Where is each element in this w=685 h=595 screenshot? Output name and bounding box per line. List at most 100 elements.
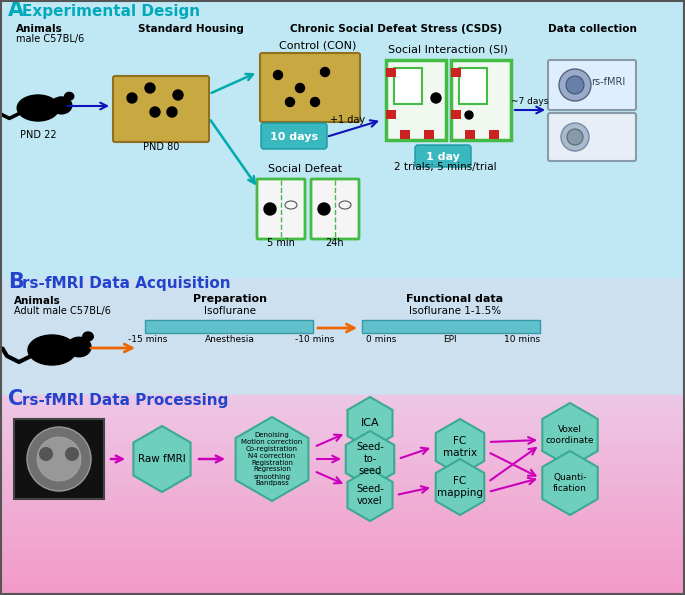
Bar (145, 320, 313, 333)
Circle shape (167, 107, 177, 117)
Bar (386, 68, 396, 77)
Polygon shape (543, 451, 598, 515)
Circle shape (286, 98, 295, 107)
Ellipse shape (67, 337, 91, 357)
Text: Animals: Animals (14, 296, 61, 306)
Text: Quanti-
fication: Quanti- fication (553, 473, 587, 493)
Text: 1 day: 1 day (426, 152, 460, 162)
Ellipse shape (51, 97, 72, 114)
Bar (451, 68, 461, 77)
Text: Voxel
coordinate: Voxel coordinate (546, 425, 595, 444)
Bar (0, 443, 685, 448)
Bar (451, 60, 511, 140)
Bar (465, 130, 475, 139)
Text: ICA: ICA (361, 418, 379, 428)
Bar (0, 575, 685, 580)
Bar (0, 403, 685, 408)
Bar (0, 571, 685, 576)
Text: 0 mins: 0 mins (366, 335, 397, 344)
Bar (0, 419, 685, 424)
Text: rs-fMRI: rs-fMRI (591, 77, 625, 87)
Text: Seed-
to-
seed: Seed- to- seed (356, 443, 384, 475)
Bar (0, 527, 685, 532)
FancyBboxPatch shape (260, 53, 360, 122)
Bar (0, 479, 685, 484)
Text: Isoflurane 1-1.5%: Isoflurane 1-1.5% (409, 306, 501, 316)
Text: Social Interaction (SI): Social Interaction (SI) (388, 44, 508, 54)
Text: PND 80: PND 80 (142, 142, 179, 152)
Circle shape (566, 76, 584, 94)
Text: 10 days: 10 days (270, 132, 318, 142)
Circle shape (431, 93, 441, 103)
Circle shape (37, 437, 81, 481)
Bar (0, 515, 685, 520)
Ellipse shape (83, 332, 93, 341)
Bar (362, 320, 540, 333)
Bar (0, 459, 685, 464)
FancyBboxPatch shape (548, 60, 636, 110)
Circle shape (310, 98, 319, 107)
Text: 10 mins: 10 mins (504, 335, 540, 344)
Bar (0, 427, 685, 432)
Bar (0, 511, 685, 516)
Text: Chronic Social Defeat Stress (CSDS): Chronic Social Defeat Stress (CSDS) (290, 24, 502, 34)
Bar (0, 463, 685, 468)
Ellipse shape (17, 95, 59, 121)
Text: Social Defeat: Social Defeat (268, 164, 342, 174)
Bar (0, 487, 685, 492)
Bar (0, 399, 685, 404)
Text: B: B (8, 272, 24, 292)
Text: 24h: 24h (325, 238, 345, 248)
Bar (0, 411, 685, 416)
Bar (0, 559, 685, 564)
Circle shape (561, 123, 589, 151)
Text: Standard Housing: Standard Housing (138, 24, 244, 34)
Ellipse shape (64, 92, 74, 100)
Bar (0, 431, 685, 436)
Bar (0, 587, 685, 592)
FancyBboxPatch shape (113, 76, 209, 142)
Circle shape (567, 129, 583, 145)
Text: -10 mins: -10 mins (295, 335, 335, 344)
Bar (0, 483, 685, 488)
Bar (0, 475, 685, 480)
Circle shape (65, 447, 79, 461)
Bar (0, 451, 685, 456)
Polygon shape (346, 431, 395, 487)
Bar (0, 0, 685, 278)
Bar (0, 499, 685, 504)
Circle shape (27, 427, 91, 491)
Polygon shape (236, 417, 308, 501)
Bar (0, 435, 685, 440)
Text: rs-fMRI Data Processing: rs-fMRI Data Processing (22, 393, 228, 408)
Text: Preparation: Preparation (193, 294, 267, 304)
Bar (0, 503, 685, 508)
Bar (0, 591, 685, 595)
Circle shape (264, 203, 276, 215)
Circle shape (39, 447, 53, 461)
Bar (0, 471, 685, 476)
Circle shape (465, 111, 473, 119)
Polygon shape (436, 459, 484, 515)
Bar (0, 535, 685, 540)
Text: +1 day: +1 day (330, 115, 365, 125)
Bar (386, 110, 396, 119)
Bar (0, 439, 685, 444)
Bar (0, 423, 685, 428)
Circle shape (273, 70, 282, 80)
Bar (0, 407, 685, 412)
Bar (386, 60, 446, 140)
Circle shape (173, 90, 183, 100)
Text: FC
mapping: FC mapping (437, 476, 483, 498)
Text: Animals: Animals (16, 24, 63, 34)
Polygon shape (436, 419, 484, 475)
Bar (0, 563, 685, 568)
Text: Isoflurane: Isoflurane (204, 306, 256, 316)
FancyBboxPatch shape (548, 113, 636, 161)
Text: FC
matrix: FC matrix (443, 436, 477, 458)
Text: rs-fMRI Data Acquisition: rs-fMRI Data Acquisition (22, 276, 231, 291)
Polygon shape (134, 426, 190, 492)
Bar (489, 130, 499, 139)
Text: -15 mins: -15 mins (128, 335, 168, 344)
FancyBboxPatch shape (311, 179, 359, 239)
